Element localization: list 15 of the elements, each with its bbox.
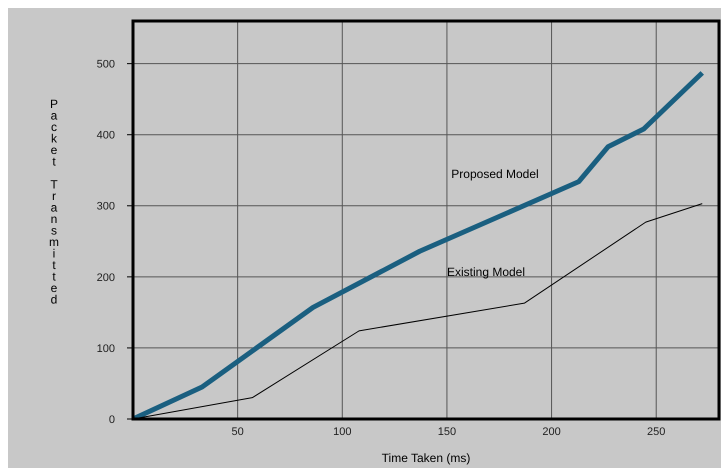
x-tick-label: 250 [647, 426, 666, 438]
y-tick-label: 100 [96, 342, 115, 355]
text: Packet Transmitted [49, 97, 59, 306]
y-tick-label: 300 [96, 200, 115, 213]
x-tick-label: 50 [232, 426, 244, 438]
y-tick-label: 400 [96, 130, 115, 142]
x-tick-label: 100 [333, 426, 352, 438]
y-tick-label: 500 [96, 58, 115, 71]
x-tick-label: 150 [438, 426, 456, 438]
series-label: Proposed Model [451, 167, 539, 181]
x-tick-label: 200 [542, 426, 561, 438]
y-tick-label: 200 [96, 272, 115, 284]
series-label: Existing Model [446, 265, 526, 279]
x-axis-title: Time Taken (ms) [382, 451, 470, 465]
y-tick-label: 0 [108, 414, 115, 426]
